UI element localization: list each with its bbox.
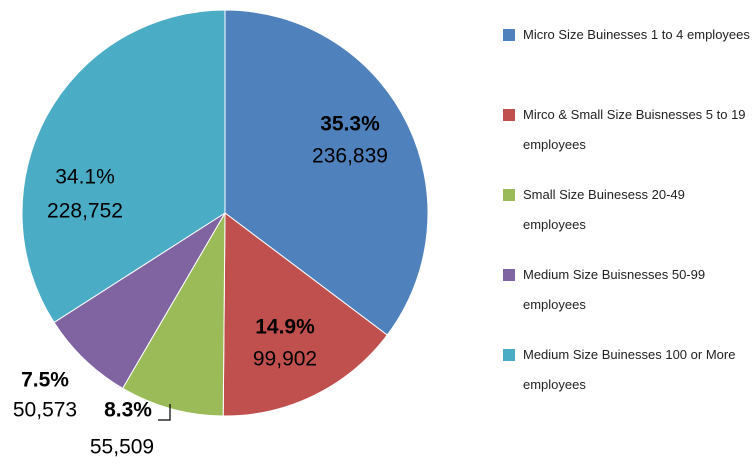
legend-item: Medium Size Buinesses 100 or More employ… — [500, 340, 750, 420]
pie-slice — [53, 212, 226, 390]
percent-label: 35.3% — [320, 113, 380, 136]
leader-line — [158, 404, 171, 421]
percent-label: 7.5% — [21, 369, 69, 392]
legend-label: Mirco & Small Size Buisnesses 5 to 19 em… — [523, 107, 746, 152]
value-label: 236,839 — [312, 145, 388, 168]
legend-swatch — [503, 109, 515, 121]
legend-item: Medium Size Buisnesses 50-99 employees — [500, 260, 750, 340]
legend-item: Mirco & Small Size Buisnesses 5 to 19 em… — [500, 100, 750, 180]
value-label: 99,902 — [253, 348, 317, 371]
legend-swatch — [503, 349, 515, 361]
value-label: 228,752 — [47, 200, 123, 223]
legend-swatch — [503, 29, 515, 41]
pie-slice — [224, 9, 429, 336]
legend-label: Medium Size Buisnesses 50-99 employees — [523, 267, 706, 312]
legend: Micro Size Buinesses 1 to 4 employees Mir… — [500, 20, 750, 420]
legend-item: Micro Size Buinesses 1 to 4 employees — [500, 20, 750, 100]
percent-label: 14.9% — [255, 316, 315, 339]
percent-label: 34.1% — [55, 166, 115, 189]
legend-item: Small Size Buinesess 20-49 employees — [500, 180, 750, 260]
legend-label: Medium Size Buinesses 100 or More employ… — [523, 347, 736, 392]
percent-label: 8.3% — [104, 399, 152, 422]
value-label: 55,509 — [90, 436, 154, 459]
legend-label: Micro Size Buinesses 1 to 4 employees — [523, 27, 750, 42]
legend-swatch — [503, 189, 515, 201]
legend-label: Small Size Buinesess 20-49 employees — [523, 187, 685, 232]
pie-area: 35.3% 236,839 14.9% 99,902 8.3% 55,509 7.5% 50,… — [13, 9, 429, 459]
value-label: 50,573 — [13, 399, 77, 422]
pie-slice — [121, 211, 226, 417]
pie-slice — [21, 9, 226, 324]
pie-slice — [222, 212, 388, 417]
legend-swatch — [503, 269, 515, 281]
